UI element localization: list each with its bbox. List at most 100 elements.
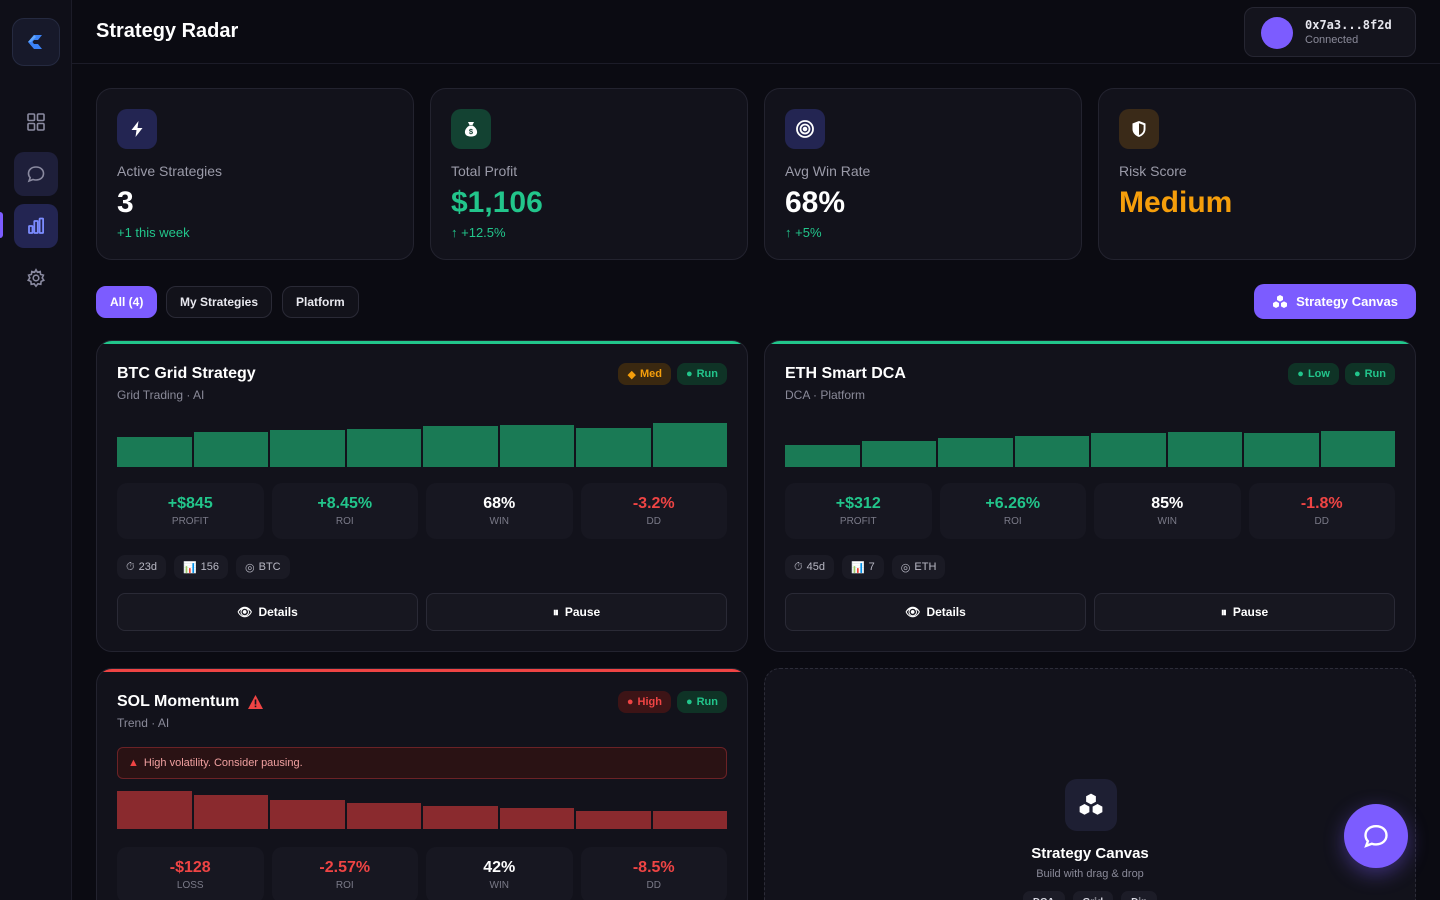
performance-bar — [938, 438, 1013, 467]
metric-value: +6.26% — [985, 495, 1041, 512]
filter-all[interactable]: All (4) — [96, 286, 158, 318]
strategy-name: BTC Grid Strategy — [117, 365, 256, 383]
metric-profit: +$845 PROFIT — [117, 483, 264, 539]
eye-icon: 👁 — [237, 605, 253, 619]
strategy-card-sol[interactable]: SOL Momentum Trend · AI ● High ● Run ▲ Hig… — [96, 668, 748, 900]
status-dot-icon: ● — [1353, 368, 1361, 380]
metric-loss: -$128 LOSS — [117, 847, 264, 900]
tag-duration: ⏱ 23d — [117, 555, 166, 579]
wallet-button[interactable]: 0x7a3...8f2d Connected — [1244, 7, 1416, 57]
sidebar-item-settings[interactable] — [14, 256, 58, 300]
status-badge-label: Run — [1364, 368, 1386, 380]
arrow-up-icon: ↑ — [451, 225, 462, 240]
stopwatch-icon: ⏱ — [126, 560, 135, 573]
sidebar-item-chat[interactable] — [14, 152, 58, 196]
details-label: Details — [258, 605, 298, 619]
performance-bar — [1167, 432, 1242, 467]
performance-bar — [270, 800, 345, 829]
metric-label: WIN — [1157, 516, 1177, 527]
risk-badge-label: Med — [639, 368, 662, 380]
pause-button[interactable]: ⏸ Pause — [1094, 593, 1395, 631]
coin-icon: ◎ — [245, 561, 255, 574]
card-accent-line — [765, 341, 1415, 344]
canvas-card-subtitle: Build with drag & drop — [1036, 868, 1144, 880]
performance-bar — [1320, 430, 1395, 467]
details-button[interactable]: 👁 Details — [785, 593, 1086, 631]
metric-label: WIN — [489, 516, 509, 527]
performance-bar — [785, 445, 860, 467]
metric-value: 68% — [483, 495, 516, 512]
filter-my-strategies[interactable]: My Strategies — [166, 286, 273, 318]
details-label: Details — [926, 605, 966, 619]
stat-card-active-strategies: Active Strategies 3 +1 this week — [96, 88, 414, 260]
wallet-address: 0x7a3...8f2d — [1305, 18, 1392, 32]
strategy-name-text: BTC Grid Strategy — [117, 365, 256, 382]
eye-icon: 👁 — [905, 605, 921, 619]
strategy-name: SOL Momentum — [117, 693, 264, 711]
filter-platform[interactable]: Platform — [282, 286, 359, 318]
template-chips: DCA Grid Dip — [765, 891, 1415, 900]
stat-delta-text: +5% — [795, 225, 822, 240]
tag-label: BTC — [258, 561, 281, 573]
performance-bar — [576, 427, 651, 467]
status-badge: ● Run — [676, 691, 727, 713]
card-accent-line — [97, 341, 747, 344]
performance-bar — [270, 429, 345, 467]
chip-dca[interactable]: DCA — [1022, 891, 1065, 900]
metric-roi: +6.26% ROI — [939, 483, 1086, 539]
sidebar-item-analytics[interactable] — [14, 204, 58, 248]
stat-value: Medium — [1119, 186, 1233, 219]
sidebar — [0, 0, 72, 900]
metric-win: 68% WIN — [426, 483, 573, 539]
strategy-card-eth[interactable]: ETH Smart DCA DCA · Platform ● Low ● Run +… — [764, 340, 1416, 652]
app-logo[interactable] — [12, 18, 60, 66]
metric-label: PROFIT — [171, 516, 209, 527]
stat-label: Active Strategies — [117, 163, 223, 179]
strategy-subtitle: Trend · AI — [117, 716, 170, 730]
metric-value: -2.57% — [319, 859, 371, 876]
metric-label: DD — [1314, 516, 1329, 527]
chip-dip[interactable]: Dip — [1121, 891, 1158, 900]
strategy-name-text: ETH Smart DCA — [785, 365, 906, 382]
sidebar-item-dashboard[interactable] — [14, 100, 58, 144]
metrics-row: +$312 PROFIT +6.26% ROI 85% WIN -1.8% DD — [785, 483, 1395, 539]
performance-bar — [423, 805, 498, 829]
pause-button[interactable]: ⏸ Pause — [426, 593, 727, 631]
status-dot-icon: ● — [685, 696, 693, 708]
tag-trades: 📊 156 — [173, 555, 229, 579]
risk-badge: ● Low — [1288, 363, 1339, 385]
performance-bar — [117, 437, 192, 467]
details-button[interactable]: 👁 Details — [117, 593, 418, 631]
gear-icon — [26, 268, 46, 288]
strategy-canvas-card[interactable]: Strategy Canvas Build with drag & drop D… — [764, 668, 1416, 900]
performance-bar — [499, 424, 574, 467]
metric-roi: +8.45% ROI — [271, 483, 418, 539]
chat-fab-button[interactable] — [1344, 804, 1408, 868]
stat-card-risk-score: Risk Score Medium — [1098, 88, 1416, 260]
tags-row: ⏱ 45d 📊 7 ◎ ETH — [785, 555, 946, 579]
performance-bar — [652, 811, 727, 829]
stat-label: Total Profit — [451, 163, 518, 179]
status-badge: ● Run — [1344, 363, 1395, 385]
strategy-name-text: SOL Momentum — [117, 693, 240, 710]
chip-grid[interactable]: Grid — [1072, 891, 1114, 900]
performance-bar — [861, 440, 936, 467]
money-bag-icon: $ — [451, 109, 491, 149]
performance-bars — [117, 789, 727, 829]
logo-icon — [28, 35, 42, 49]
strategy-card-btc[interactable]: BTC Grid Strategy Grid Trading · AI ◆ Med… — [96, 340, 748, 652]
stat-delta: +1 this week — [117, 225, 190, 240]
performance-bar — [1244, 433, 1319, 467]
metric-value: -3.2% — [632, 495, 675, 512]
tag-duration: ⏱ 45d — [785, 555, 834, 579]
metric-value: -8.5% — [632, 859, 675, 876]
performance-bar — [423, 426, 498, 467]
tag-label: 45d — [806, 561, 825, 573]
metric-value: -1.8% — [1300, 495, 1343, 512]
performance-bar — [346, 803, 421, 829]
stat-value: $1,106 — [451, 186, 543, 219]
cubes-icon — [1065, 779, 1117, 831]
risk-badge: ◆ Med — [618, 363, 671, 385]
strategy-canvas-button[interactable]: Strategy Canvas — [1254, 284, 1416, 319]
header: Strategy Radar 0x7a3...8f2d Connected — [72, 0, 1440, 64]
